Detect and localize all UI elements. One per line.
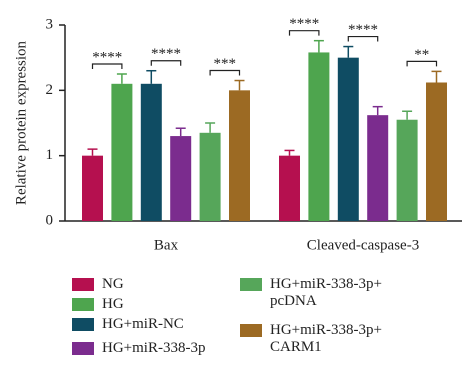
error-bar — [205, 122, 216, 133]
error-bar — [402, 110, 413, 120]
bar — [279, 155, 300, 221]
legend-swatch — [72, 318, 94, 331]
error-bar — [372, 105, 383, 116]
bar — [229, 90, 250, 221]
bar — [396, 119, 418, 221]
bar — [199, 132, 221, 221]
error-bar — [116, 73, 127, 84]
bar — [337, 57, 359, 221]
error-bar — [87, 148, 98, 156]
significance-bracket — [288, 30, 320, 36]
y-tick-label: 1 — [46, 147, 54, 163]
bar — [367, 115, 389, 221]
error-bar — [146, 69, 157, 84]
legend-swatch — [240, 324, 262, 337]
legend-label: HG+miR-NC — [102, 316, 184, 332]
error-bar — [284, 149, 295, 156]
significance-label: **** — [348, 22, 378, 38]
legend-swatch — [240, 278, 262, 291]
legend-swatch — [72, 342, 94, 355]
legend-swatch — [72, 278, 94, 291]
y-tick-label: 3 — [46, 16, 54, 32]
legend-swatch — [72, 298, 94, 311]
error-bar — [234, 79, 245, 91]
significance-label: **** — [151, 46, 181, 62]
significance-label: ** — [414, 47, 429, 63]
significance-bracket — [209, 69, 241, 76]
significance-label: **** — [289, 16, 319, 32]
bar — [140, 83, 162, 221]
bar — [170, 136, 192, 221]
error-bar — [343, 45, 354, 58]
legend-label: HG+miR-338-3p — [102, 340, 206, 356]
significance-bracket — [150, 60, 182, 66]
significance-bracket — [406, 60, 438, 67]
legend-label: HG+miR-338-3p+ CARM1 — [270, 322, 382, 355]
error-bar — [175, 127, 186, 137]
bar — [82, 155, 103, 221]
y-tick-label: 0 — [46, 212, 54, 228]
x-tick-label: Bax — [154, 237, 179, 253]
y-axis-label: Relative protein expression — [13, 40, 29, 205]
legend-label: HG — [102, 296, 124, 312]
y-tick-label: 2 — [46, 82, 54, 98]
significance-label: *** — [214, 56, 237, 72]
significance-bracket — [91, 63, 123, 69]
error-bar — [313, 39, 324, 53]
x-tick-label: Cleaved-caspase-3 — [307, 237, 419, 253]
legend-label: HG+miR-338-3p+ pcDNA — [270, 276, 382, 309]
significance-bracket — [347, 35, 379, 42]
bar — [308, 52, 330, 221]
error-bar — [431, 70, 442, 83]
bar — [111, 83, 133, 221]
significance-label: **** — [92, 49, 122, 65]
bar — [426, 82, 447, 221]
legend-label: NG — [102, 276, 124, 292]
